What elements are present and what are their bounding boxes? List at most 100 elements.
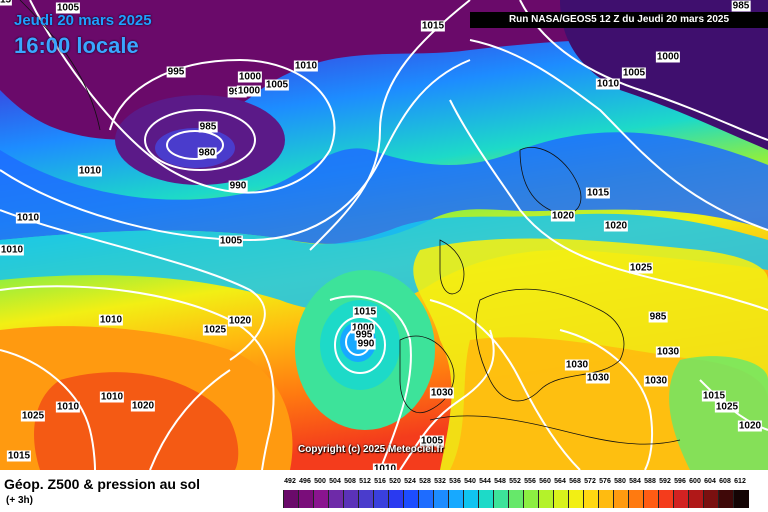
scale-swatch	[598, 490, 614, 508]
isobar-label: 1025	[714, 401, 740, 413]
run-info: Run NASA/GEOS5 12 Z du Jeudi 20 mars 202…	[470, 12, 768, 28]
field-green-se	[669, 356, 768, 470]
scale-label: 592	[659, 478, 671, 485]
isobar-label: 1015	[701, 390, 727, 402]
isobar-line	[0, 349, 96, 470]
isobar-label: 1010	[0, 244, 25, 256]
isobar-line	[399, 329, 495, 470]
isobar-lines	[0, 0, 768, 470]
isobar-line	[29, 0, 336, 194]
isobar-line	[469, 39, 768, 231]
scale-label: 516	[374, 478, 386, 485]
scale-label: 600	[689, 478, 701, 485]
weather-map: Jeudi 20 mars 2025 16:00 locale Run NASA…	[0, 0, 768, 470]
isobar-line	[0, 209, 266, 361]
scale-swatch	[478, 490, 494, 508]
field-purple-ne	[560, 0, 768, 150]
isobar-label: 1005	[419, 435, 445, 447]
scale-swatch	[388, 490, 404, 508]
legend-footer: Géop. Z500 & pression au sol (+ 3h) 492 4…	[0, 470, 768, 512]
isobar-label: 1010	[293, 60, 319, 72]
scale-swatch	[283, 490, 299, 508]
isobar-label: 990	[356, 338, 376, 350]
scale-swatch	[328, 490, 344, 508]
scale-swatch	[373, 490, 389, 508]
coastline	[439, 239, 465, 295]
isobar-label: 995	[354, 329, 374, 341]
isobar-label: 1010	[98, 314, 124, 326]
coastline	[19, 0, 101, 131]
field-cyan-band	[0, 213, 768, 311]
isobar-line	[144, 109, 256, 171]
scale-label: 604	[704, 478, 716, 485]
map-title: Géop. Z500 & pression au sol	[4, 476, 201, 492]
scale-label: 596	[674, 478, 686, 485]
scale-swatch	[613, 490, 629, 508]
forecast-date: Jeudi 20 mars 2025	[14, 12, 152, 29]
isobar-line	[559, 329, 654, 470]
isobar-label: 1010	[55, 401, 81, 413]
scale-label: 540	[464, 478, 476, 485]
scale-swatch	[673, 490, 689, 508]
coastline	[519, 147, 582, 215]
scale-label: 564	[554, 478, 566, 485]
scale-swatch	[583, 490, 599, 508]
isobar-label: 985	[731, 0, 751, 12]
isobar-label: 1030	[564, 359, 590, 371]
scale-swatch	[358, 490, 374, 508]
isobar-line	[0, 285, 275, 470]
scale-swatch	[733, 490, 749, 508]
scale-swatch	[313, 490, 329, 508]
scale-swatch	[568, 490, 584, 508]
scale-label: 544	[479, 478, 491, 485]
scale-label: 576	[599, 478, 611, 485]
scale-label: 580	[614, 478, 626, 485]
isobar-label: 980	[197, 147, 217, 159]
isobar-label: 1015	[420, 20, 446, 32]
scale-label: 528	[419, 478, 431, 485]
scale-swatch	[688, 490, 704, 508]
scale-label: 548	[494, 478, 506, 485]
scale-label: 520	[389, 478, 401, 485]
isobar-label: 990	[228, 180, 248, 192]
forecast-time: 16:00 locale	[14, 33, 139, 58]
scale-swatch	[538, 490, 554, 508]
isobar-line	[329, 295, 412, 470]
scale-swatch	[703, 490, 719, 508]
map-subtitle: (+ 3h)	[6, 495, 33, 506]
scale-swatch	[553, 490, 569, 508]
scale-swatch	[418, 490, 434, 508]
scale-label: 504	[329, 478, 341, 485]
isobar-label: 1000	[236, 85, 262, 97]
isobar-label: 1030	[429, 387, 455, 399]
isobar-label: 1005	[218, 235, 244, 247]
scale-swatch	[493, 490, 509, 508]
scale-label: 572	[584, 478, 596, 485]
isobar-label: 1005	[264, 79, 290, 91]
scale-label: 512	[359, 478, 371, 485]
scale-swatch	[643, 490, 659, 508]
field-blue-band	[0, 132, 768, 244]
coastline	[429, 415, 681, 445]
isobar-label: 1000	[350, 322, 376, 334]
isobar-label: 1025	[20, 410, 46, 422]
copyright: Copyright (c) 2025 Meteociel.fr	[298, 444, 444, 455]
scale-label: 500	[314, 478, 326, 485]
isobar-label: 1025	[202, 324, 228, 336]
isobar-label: 1020	[227, 315, 253, 327]
isobar-label: 1030	[655, 346, 681, 358]
scale-label: 496	[299, 478, 311, 485]
scale-label: 556	[524, 478, 536, 485]
scale-swatch	[628, 490, 644, 508]
isobar-label: 1020	[603, 220, 629, 232]
scale-label: 588	[644, 478, 656, 485]
scale-swatch	[658, 490, 674, 508]
scale-swatch	[508, 490, 524, 508]
scale-label: 524	[404, 478, 416, 485]
isobar-line	[149, 369, 231, 470]
isobar-label: 1025	[628, 262, 654, 274]
isobar-label: 995	[166, 66, 186, 78]
isobar-label: 1020	[130, 400, 156, 412]
isobar-line	[309, 0, 471, 251]
isobar-label: 1015	[352, 306, 378, 318]
